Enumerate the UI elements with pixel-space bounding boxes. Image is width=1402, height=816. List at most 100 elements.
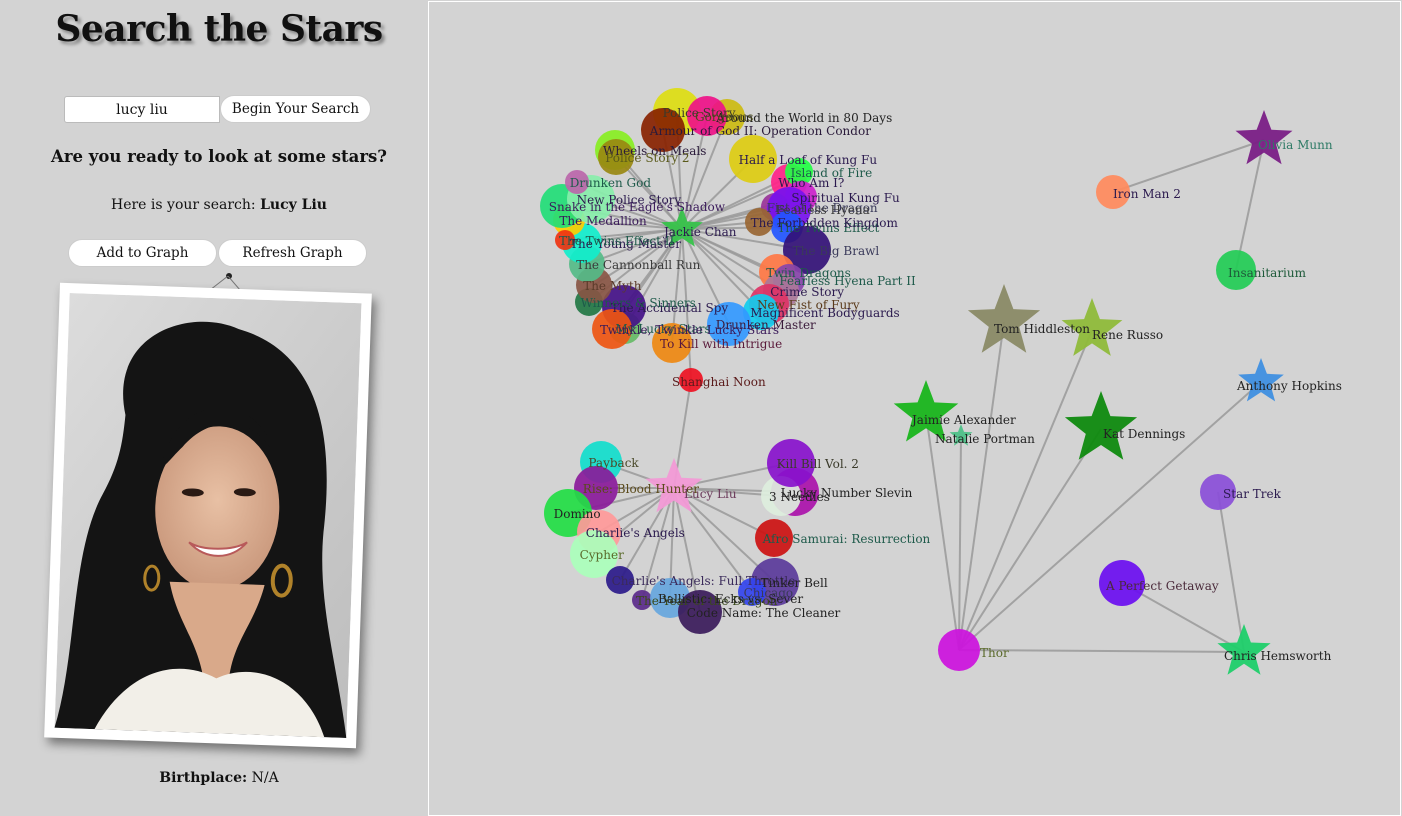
movie-label-snakeeagle: Snake in the Eagle's Shadow	[549, 200, 726, 214]
graph-edge	[681, 228, 762, 313]
graph-panel[interactable]: Iron Man 2 Insanitarium Star Trek A Perfect…	[428, 1, 1401, 816]
movie-node-bodyguards[interactable]	[743, 294, 779, 330]
movie-label-newpolicestory: New Police Story	[577, 193, 682, 207]
movie-label-ballistic: Ballistic: Ecks vs. Sever	[658, 592, 803, 606]
graph-edge	[958, 428, 1102, 651]
graph-edge	[958, 329, 1093, 651]
prompt-text: Are you ready to look at some stars?	[51, 147, 387, 166]
actor-label-chris: Chris Hemsworth	[1224, 649, 1332, 663]
movie-node-codename[interactable]	[678, 590, 722, 634]
graph-edge	[1112, 139, 1265, 193]
movie-node-charliesangels2[interactable]	[606, 566, 634, 594]
movie-node-thor[interactable]	[938, 629, 980, 671]
movie-node-drunkenmaster[interactable]	[707, 302, 751, 346]
movie-label-whoami: Who Am I?	[778, 176, 844, 190]
movie-node-killbill[interactable]	[767, 439, 815, 487]
actor-node-tom[interactable]	[967, 284, 1041, 353]
movie-label-gorgeous: Gorgeous	[695, 110, 753, 124]
actor-photo	[54, 293, 362, 738]
movie-node-drunkengod[interactable]	[565, 170, 589, 194]
movie-label-fearlesshyena2: Fearless Hyena Part II	[779, 274, 916, 288]
movie-node-cypher[interactable]	[570, 530, 618, 578]
movie-node-bigbrawl[interactable]	[783, 226, 831, 274]
actor-node-kat[interactable]	[1064, 391, 1138, 460]
movie-node-shanghainoon[interactable]	[679, 368, 703, 392]
movie-label-ironman2: Iron Man 2	[1113, 187, 1181, 201]
add-to-graph-button[interactable]: Add to Graph	[68, 239, 217, 267]
movie-label-tinkerbell: Tinker Bell	[761, 576, 828, 590]
graph-edge	[925, 413, 960, 651]
movie-node-ironman2[interactable]	[1096, 175, 1130, 209]
actor-node-jaimie[interactable]	[893, 380, 959, 442]
movie-label-thor: Thor	[980, 646, 1009, 660]
movie-label-perfectgetaway: A Perfect Getaway	[1105, 579, 1219, 593]
movie-label-tokillwithintrigue: To Kill with Intrigue	[660, 337, 782, 351]
actor-node-lucy[interactable]	[645, 458, 703, 513]
movie-label-themyth: The Myth	[583, 279, 642, 293]
movie-label-twinseffect: The Twins Effect	[777, 221, 879, 235]
movie-label-codename: Code Name: The Cleaner	[687, 606, 841, 620]
hanging-string-icon	[209, 276, 241, 290]
sidebar: Search the Stars Begin Your Search Are y…	[0, 0, 428, 816]
actor-label-lucy: Lucy Liu	[684, 487, 737, 501]
node-layer	[540, 88, 1293, 675]
graph-edge	[681, 228, 692, 381]
graph-edge	[1235, 139, 1265, 271]
movie-node-twinkletwinkle[interactable]	[592, 309, 632, 349]
movie-label-startrek: Star Trek	[1223, 487, 1282, 501]
movie-label-drunkengod: Drunken God	[570, 176, 652, 190]
actor-node-olivia[interactable]	[1235, 110, 1293, 165]
movie-node-insanitarium[interactable]	[1216, 250, 1256, 290]
movie-label-yearofthedragon: The Year of the Dragon	[636, 594, 778, 608]
movie-label-newfistoffury: New Fist of Fury	[757, 298, 860, 312]
movie-label-insanitarium: Insanitarium	[1228, 266, 1307, 280]
movie-label-twindragons: Twin Dragons	[766, 266, 851, 280]
movie-node-twinseffect2[interactable]	[555, 230, 575, 250]
network-graph[interactable]: Iron Man 2 Insanitarium Star Trek A Perfect…	[429, 2, 1400, 815]
movie-label-drunkenmaster: Drunken Master	[716, 318, 816, 332]
actor-label-kat: Kat Dennings	[1103, 427, 1185, 441]
pin-icon	[226, 273, 232, 279]
edge-layer	[561, 111, 1265, 653]
actor-node-rene[interactable]	[1061, 298, 1123, 356]
movie-label-luckynumberslevin: Lucky Number Slevin	[781, 486, 913, 500]
movie-label-youngmaster: The Young Master	[570, 237, 681, 251]
movie-node-policestory2[interactable]	[598, 139, 634, 175]
movie-node-islandoffire[interactable]	[785, 158, 813, 186]
movie-node-forbiddenkingdom[interactable]	[745, 208, 773, 236]
movie-label-twinkletwinkle: Twinkle, Twinkle Lucky Stars	[600, 323, 779, 337]
movie-node-afrosamurai[interactable]	[755, 519, 793, 557]
graph-edge	[958, 381, 1262, 651]
movie-label-wheelsonmeals: Wheels on Meals	[603, 144, 706, 158]
movie-label-spiritualkungfu: Spiritual Kung Fu	[791, 191, 900, 205]
movie-label-ridingbloodhunter: Rise: Blood Hunter	[583, 482, 699, 496]
movie-label-afrosamurai: Afro Samurai: Resurrection	[762, 532, 931, 546]
movie-label-aroundtheworld: Around the World in 80 Days	[715, 111, 892, 125]
search-result-line: Here is your search: Lucy Liu	[0, 197, 438, 213]
movie-label-domino: Domino	[554, 507, 601, 521]
movie-label-armourofgod: Armour of God II: Operation Condor	[649, 124, 871, 138]
movie-label-bigbrawl: The Big Brawl	[793, 244, 880, 258]
actor-node-natalie[interactable]	[949, 424, 973, 446]
movie-node-perfectgetaway[interactable]	[1099, 560, 1145, 606]
movie-node-gorgeous[interactable]	[687, 96, 727, 136]
actor-node-chris[interactable]	[1217, 624, 1271, 675]
graph-edge	[958, 649, 1245, 653]
movie-label-islandoffire: Island of Fire	[791, 166, 873, 180]
movie-node-chicago[interactable]	[738, 578, 766, 606]
actor-node-anthony[interactable]	[1238, 358, 1284, 402]
movie-label-chicago: Chicago	[744, 586, 794, 600]
movie-label-shanghainoon: Shanghai Noon	[672, 375, 766, 389]
begin-search-button[interactable]: Begin Your Search	[220, 95, 371, 123]
actor-node-jackie[interactable]	[661, 207, 703, 247]
movie-node-tokillwithintrigue[interactable]	[652, 323, 692, 363]
movie-node-halfaloaf[interactable]	[729, 135, 777, 183]
movie-node-yearofthedragon[interactable]	[632, 590, 652, 610]
search-input[interactable]	[64, 96, 220, 123]
refresh-graph-button[interactable]: Refresh Graph	[218, 239, 367, 267]
movie-node-armourofgod[interactable]	[641, 108, 685, 152]
movie-label-bodyguards: Magnificent Bodyguards	[750, 306, 900, 320]
graph-edge	[958, 435, 962, 651]
movie-label-winnerssinners: Winners & Sinners	[581, 296, 696, 310]
movie-node-startrek[interactable]	[1200, 474, 1236, 510]
